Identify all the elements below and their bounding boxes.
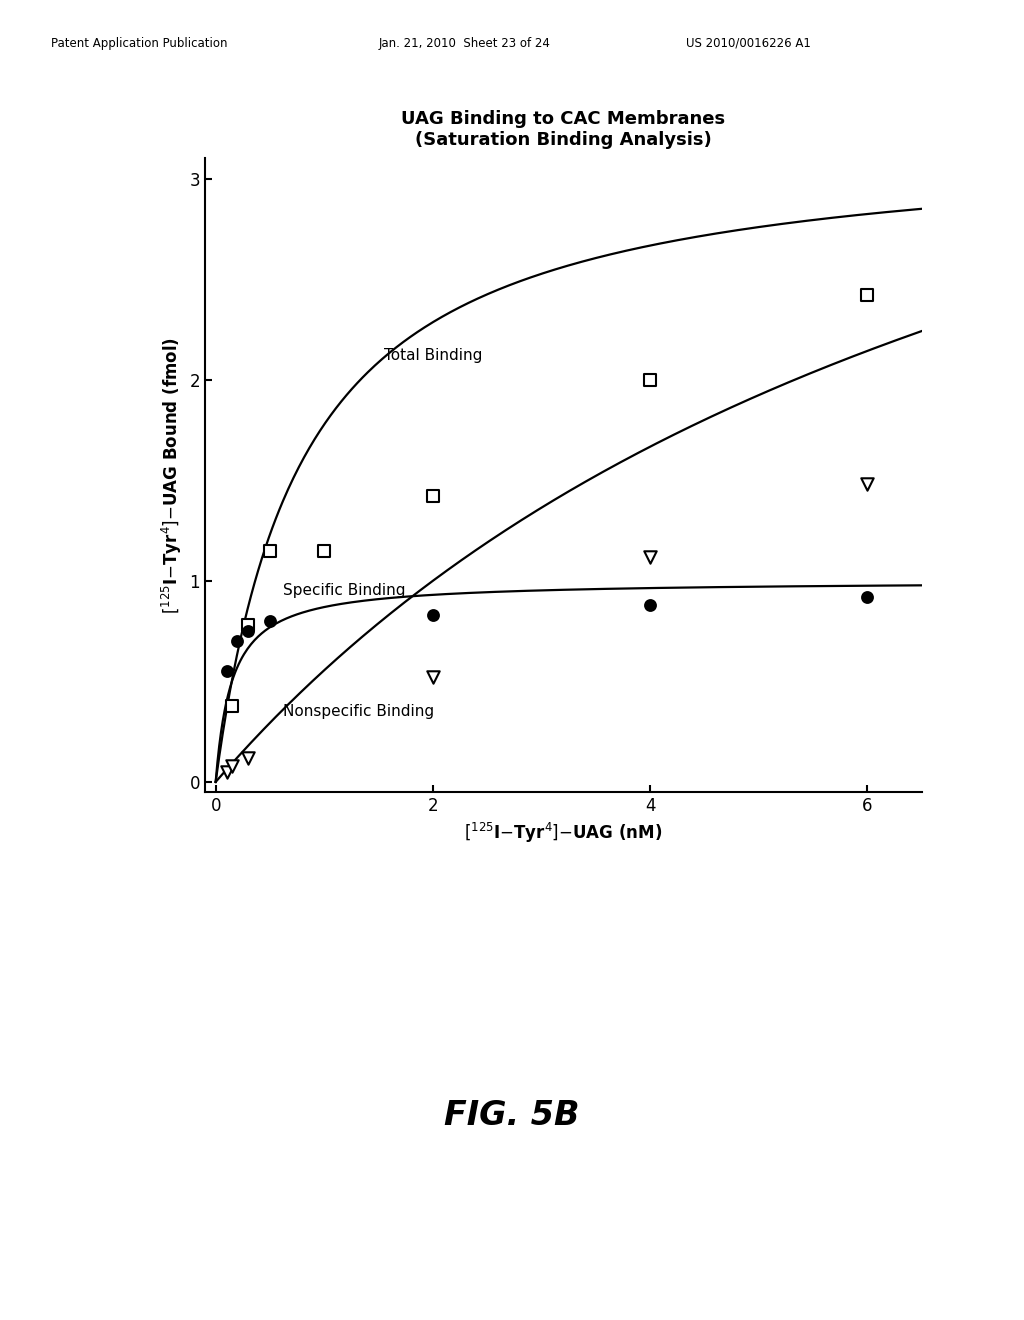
Point [642, 594, 658, 615]
Point [240, 615, 256, 636]
Point [262, 540, 279, 561]
Point [240, 620, 256, 642]
Text: Patent Application Publication: Patent Application Publication [51, 37, 227, 50]
Point [240, 747, 256, 768]
Y-axis label: $[^{125}$I$-$Tyr$^4]$$-$UAG Bound (fmol): $[^{125}$I$-$Tyr$^4]$$-$UAG Bound (fmol) [160, 337, 183, 614]
X-axis label: $[^{125}$I$-$Tyr$^4]$$-$UAG (nM): $[^{125}$I$-$Tyr$^4]$$-$UAG (nM) [464, 821, 663, 845]
Point [859, 285, 876, 306]
Text: Specific Binding: Specific Binding [283, 583, 406, 598]
Point [425, 486, 441, 507]
Point [859, 586, 876, 607]
Point [224, 755, 241, 776]
Text: Jan. 21, 2010  Sheet 23 of 24: Jan. 21, 2010 Sheet 23 of 24 [379, 37, 551, 50]
Point [859, 474, 876, 495]
Point [229, 631, 246, 652]
Point [316, 540, 333, 561]
Title: UAG Binding to CAC Membranes
(Saturation Binding Analysis): UAG Binding to CAC Membranes (Saturation… [401, 110, 725, 149]
Point [262, 610, 279, 631]
Point [218, 762, 234, 783]
Point [425, 667, 441, 688]
Text: Nonspecific Binding: Nonspecific Binding [283, 704, 434, 718]
Point [642, 370, 658, 391]
Text: FIG. 5B: FIG. 5B [444, 1098, 580, 1133]
Point [425, 605, 441, 626]
Point [642, 546, 658, 568]
Text: US 2010/0016226 A1: US 2010/0016226 A1 [686, 37, 811, 50]
Point [218, 661, 234, 682]
Point [224, 694, 241, 715]
Text: Total Binding: Total Binding [384, 347, 482, 363]
